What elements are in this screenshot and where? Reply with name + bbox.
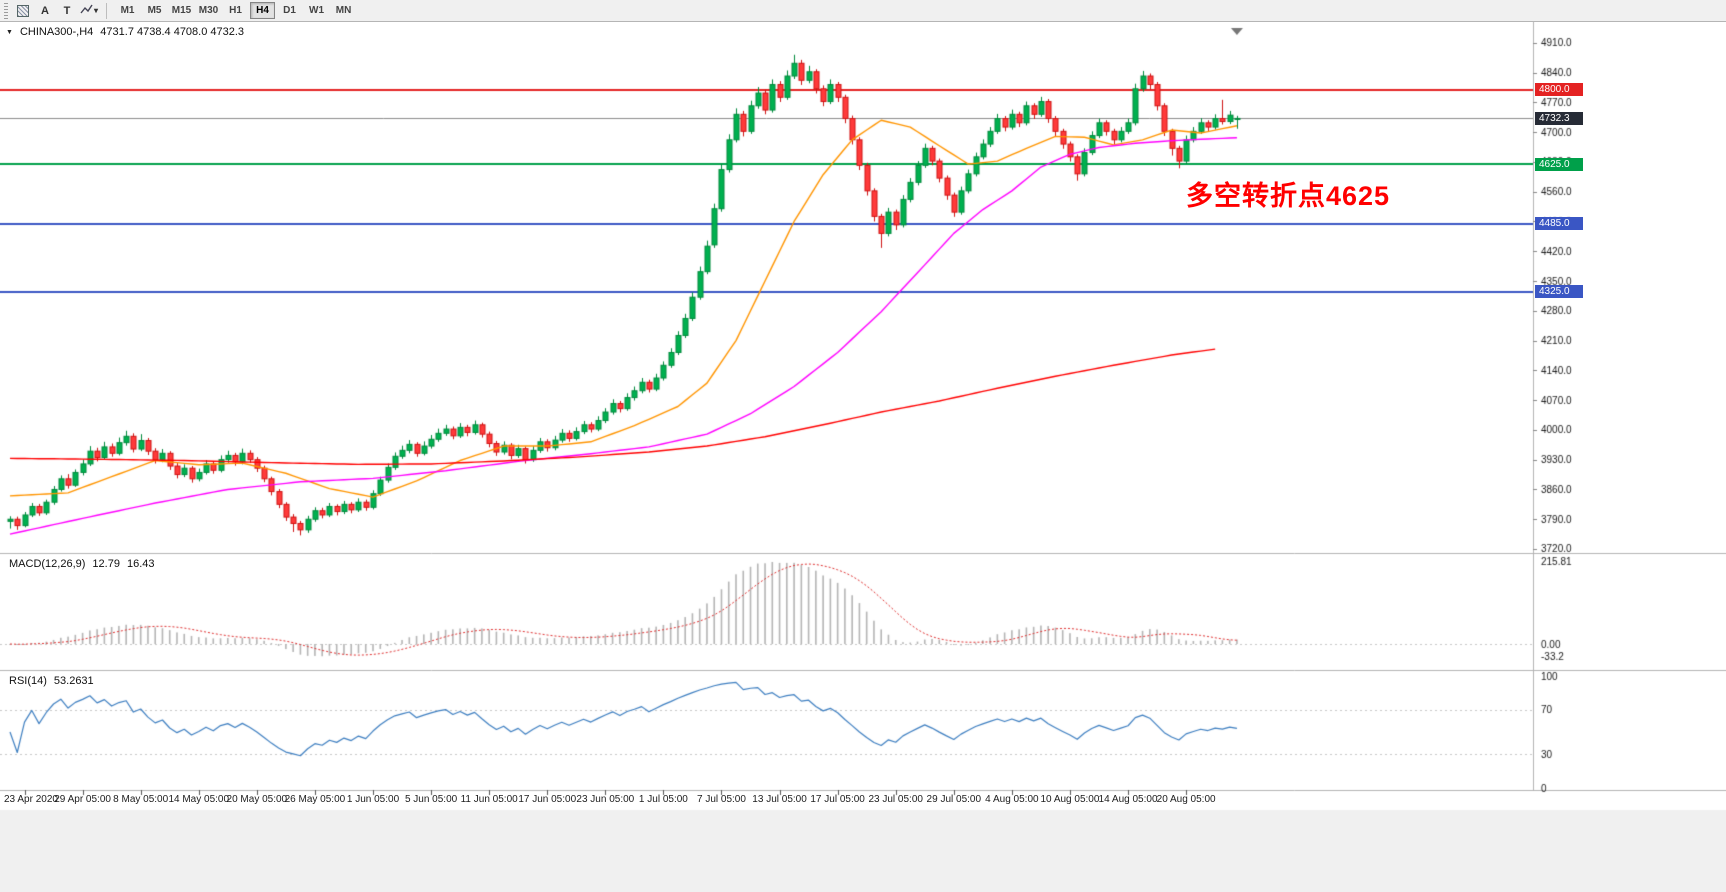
timeframe-button-d1[interactable]: D1 [277, 2, 302, 19]
toolbar-grip[interactable] [4, 2, 8, 19]
annotation-text[interactable]: 多空转折点4625 [1186, 181, 1391, 211]
timeframe-button-h4[interactable]: H4 [250, 2, 276, 19]
pattern-tool-button[interactable] [13, 2, 33, 20]
timeframe-button-m30[interactable]: M30 [196, 2, 221, 19]
chart-area: ▼ CHINA300-,H4 4731.7 4738.4 4708.0 4732… [0, 22, 1726, 892]
timeframe-group: M1 M5 M15 M30 H1 H4 D1 W1 MN [114, 2, 357, 19]
shapes-dropdown-button[interactable]: ▾ [79, 2, 99, 20]
text-tool-button[interactable]: T [57, 2, 77, 20]
timeframe-button-m15[interactable]: M15 [169, 2, 194, 19]
shapes-icon [80, 3, 93, 19]
toolbar-separator [106, 2, 108, 19]
label-tool-button[interactable]: A [35, 2, 55, 20]
caret-down-icon: ▾ [94, 6, 99, 15]
timeframe-button-mn[interactable]: MN [331, 2, 356, 19]
timeframe-button-m5[interactable]: M5 [142, 2, 167, 19]
timeframe-button-h1[interactable]: H1 [223, 2, 248, 19]
timeframe-button-m1[interactable]: M1 [115, 2, 140, 19]
toolbar: A T ▾ M1 M5 M15 M30 H1 H4 D1 W1 MN [0, 0, 1726, 22]
timeframe-button-w1[interactable]: W1 [304, 2, 329, 19]
chart-canvas[interactable] [0, 22, 1726, 892]
hatch-pattern-icon [17, 4, 29, 17]
